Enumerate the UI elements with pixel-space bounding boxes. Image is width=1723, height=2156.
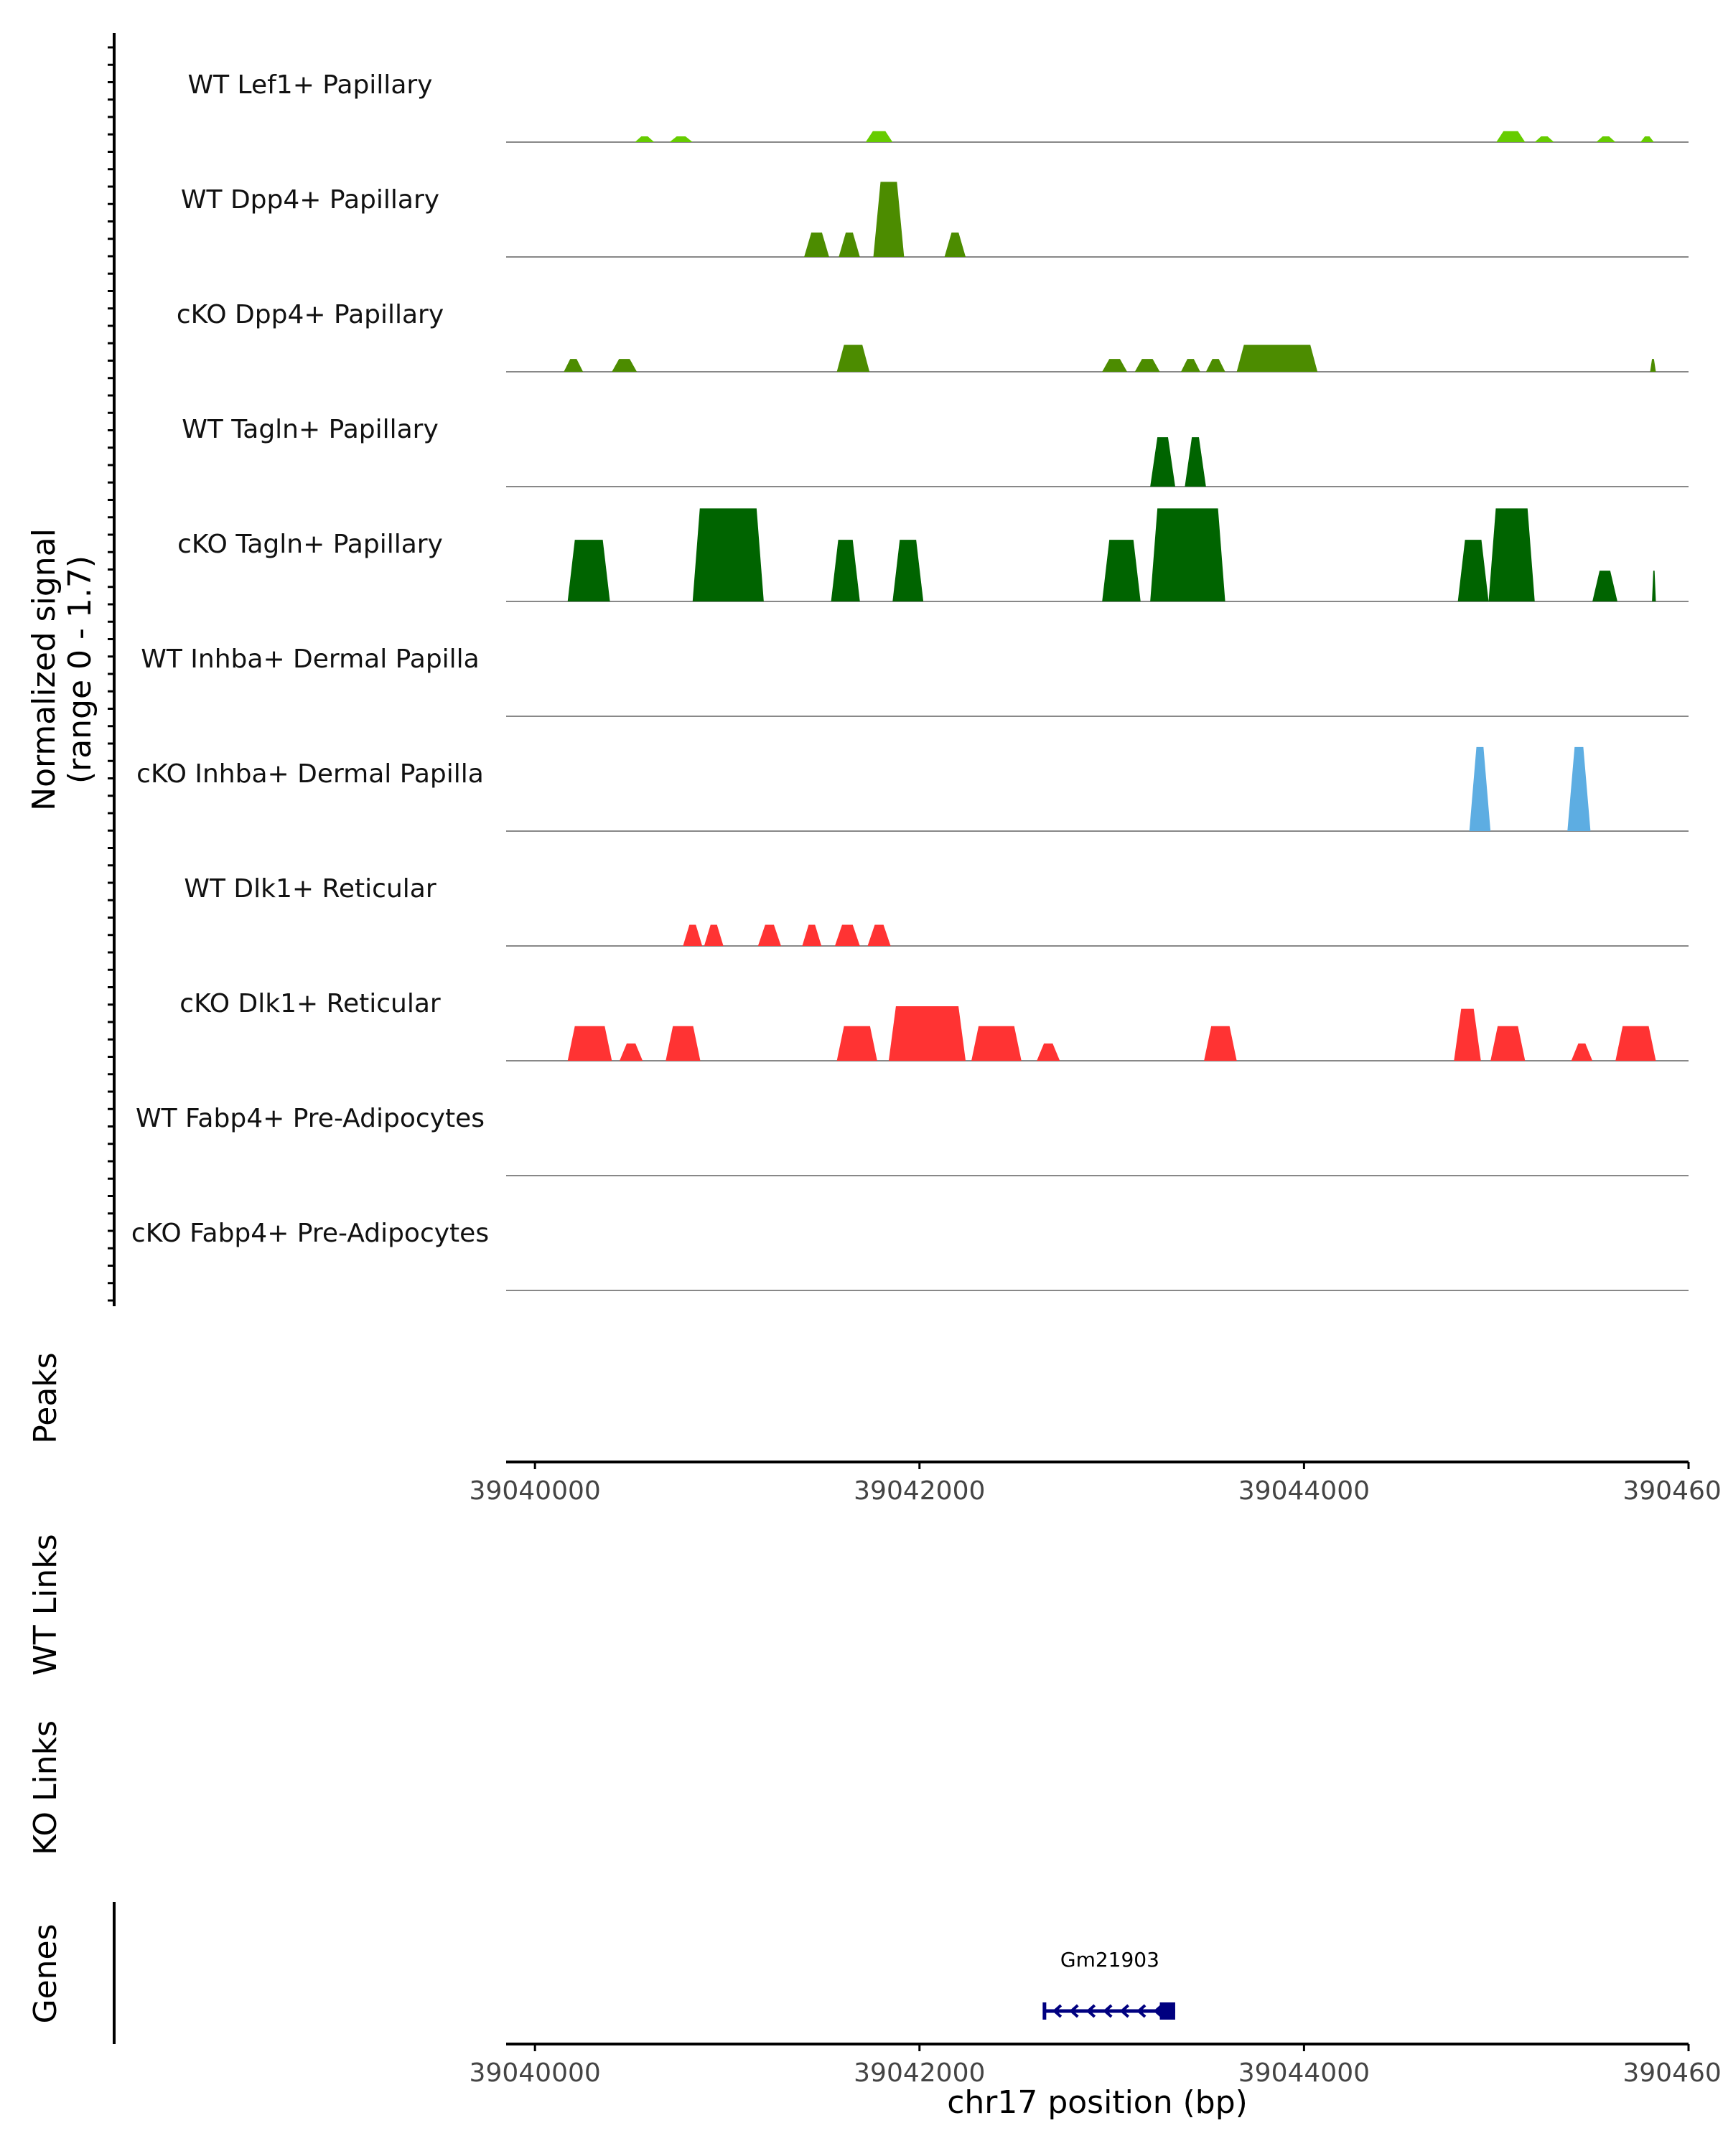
track-label: cKO Fabp4+ Pre-Adipocytes <box>131 1219 489 1248</box>
x-axis-title: chr17 position (bp) <box>947 2084 1248 2121</box>
gene-strand-arrow <box>1119 2004 1129 2018</box>
coverage-peak <box>1102 359 1128 372</box>
coverage-peak <box>692 508 764 601</box>
coverage-peak <box>704 924 724 946</box>
gene-strand-arrow <box>1069 2004 1079 2018</box>
coverage-peak <box>865 131 893 142</box>
gene-name: Gm21903 <box>1060 1948 1159 1972</box>
coverage-peak <box>1102 540 1141 601</box>
coverage-peak <box>1150 508 1225 601</box>
coverage-peak <box>1490 1026 1526 1061</box>
track-label: cKO Tagln+ Papillary <box>177 530 443 559</box>
track-label: cKO Inhba+ Dermal Papilla <box>136 759 484 789</box>
track-label: WT Dlk1+ Reticular <box>184 874 436 904</box>
coverage-peak <box>888 1006 966 1061</box>
coverage-peak <box>1205 359 1225 372</box>
coverage-peak <box>802 924 822 946</box>
track-label: WT Fabp4+ Pre-Adipocytes <box>136 1104 485 1133</box>
coverage-peak <box>836 1026 877 1061</box>
y-axis-subtitle: (range 0 - 1.7) <box>62 556 98 784</box>
coverage-peak <box>1457 540 1489 601</box>
coverage-peak <box>804 233 829 257</box>
coverage-peak <box>867 924 891 946</box>
coverage-peak <box>836 345 870 372</box>
coverage-peak <box>944 233 966 257</box>
coverage-peak <box>1185 437 1206 487</box>
coverage-peak <box>1571 1043 1593 1061</box>
track-label: cKO Dpp4+ Papillary <box>177 300 444 329</box>
coverage-peak <box>1454 1008 1481 1061</box>
x-tick-label-peaks: 39042000 <box>854 1476 985 1506</box>
x-tick-label-peaks: 39040000 <box>470 1476 601 1506</box>
x-tick-label-genes: 39042000 <box>854 2058 985 2088</box>
coverage-peak <box>620 1043 643 1061</box>
panel-label-ko_links: KO Links <box>27 1720 64 1855</box>
coverage-peak <box>1037 1043 1060 1061</box>
coverage-peak <box>892 540 924 601</box>
track-label: WT Tagln+ Papillary <box>182 415 439 444</box>
gene-strand-arrow <box>1085 2004 1096 2018</box>
coverage-peak <box>1534 136 1554 142</box>
track-label: cKO Dlk1+ Reticular <box>179 989 441 1018</box>
gene-strand-arrow <box>1136 2004 1147 2018</box>
y-axis-title: Normalized signal <box>26 528 62 811</box>
panel-label-wt_links: WT Links <box>27 1534 64 1675</box>
coverage-peak <box>1652 571 1656 601</box>
track-label: WT Lef1+ Papillary <box>188 70 433 100</box>
x-tick-label-genes: 39040000 <box>470 2058 601 2088</box>
gene-strand-arrow <box>1153 2004 1163 2018</box>
coverage-peak <box>1496 131 1526 142</box>
coverage-peak <box>1488 508 1535 601</box>
gene-strand-arrow <box>1052 2004 1063 2018</box>
coverage-peak <box>1640 136 1654 142</box>
coverage-peak <box>834 924 860 946</box>
panel-label-peaks: Peaks <box>27 1352 64 1443</box>
panel-label-genes: Genes <box>27 1923 64 2023</box>
x-tick-label-peaks: 39046000 <box>1622 1476 1723 1506</box>
coverage-peak <box>1469 746 1491 831</box>
coverage-peak <box>831 540 860 601</box>
coverage-peak <box>635 136 655 142</box>
coverage-peak <box>669 136 693 142</box>
coverage-peak <box>1134 359 1160 372</box>
coverage-peak <box>683 924 703 946</box>
coverage-peak <box>1180 359 1200 372</box>
coverage-peak <box>564 359 584 372</box>
coverage-peak <box>1650 359 1656 372</box>
coverage-peak <box>567 540 610 601</box>
coverage-peak <box>666 1026 701 1061</box>
coverage-peak <box>757 924 781 946</box>
x-tick-label-genes: 39044000 <box>1238 2058 1370 2088</box>
x-tick-label-genes: 39046000 <box>1622 2058 1723 2088</box>
coverage-peak <box>1236 345 1318 372</box>
gene-strand-arrow <box>1103 2004 1113 2018</box>
coverage-peak <box>1615 1026 1656 1061</box>
coverage-peak <box>567 1026 612 1061</box>
coverage-peak <box>839 233 860 257</box>
coverage-peak <box>612 359 638 372</box>
coverage-peak <box>1204 1026 1237 1061</box>
coverage-peak <box>1150 437 1175 487</box>
coverage-peak <box>1596 136 1616 142</box>
track-label: WT Inhba+ Dermal Papilla <box>141 645 479 674</box>
coverage-peak <box>1567 746 1591 831</box>
gene-exon <box>1159 2002 1175 2020</box>
x-tick-label-peaks: 39044000 <box>1238 1476 1370 1506</box>
coverage-peak <box>971 1026 1022 1061</box>
coverage-peak <box>873 182 905 257</box>
track-label: WT Dpp4+ Papillary <box>181 185 439 215</box>
coverage-peak <box>1592 571 1617 601</box>
